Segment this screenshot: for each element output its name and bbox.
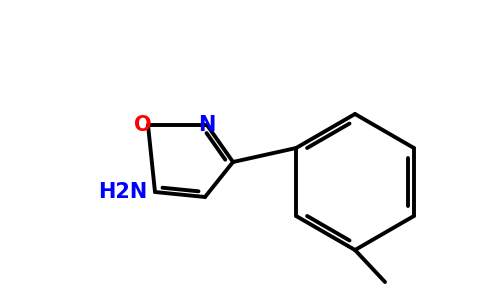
Text: H2N: H2N	[98, 182, 147, 202]
Text: N: N	[198, 115, 216, 135]
Text: O: O	[134, 115, 152, 135]
